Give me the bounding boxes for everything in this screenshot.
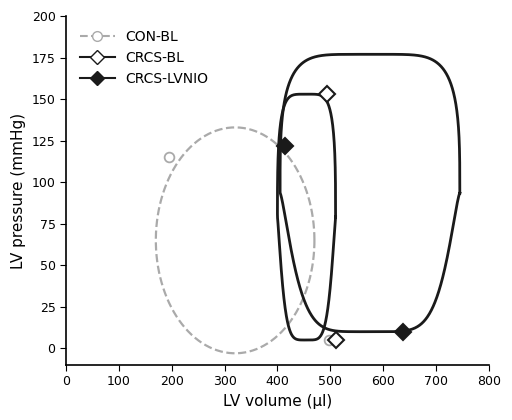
Legend: CON-BL, CRCS-BL, CRCS-LVNIO: CON-BL, CRCS-BL, CRCS-LVNIO	[73, 23, 216, 93]
Y-axis label: LV pressure (mmHg): LV pressure (mmHg)	[11, 113, 26, 268]
X-axis label: LV volume (μl): LV volume (μl)	[223, 394, 332, 409]
